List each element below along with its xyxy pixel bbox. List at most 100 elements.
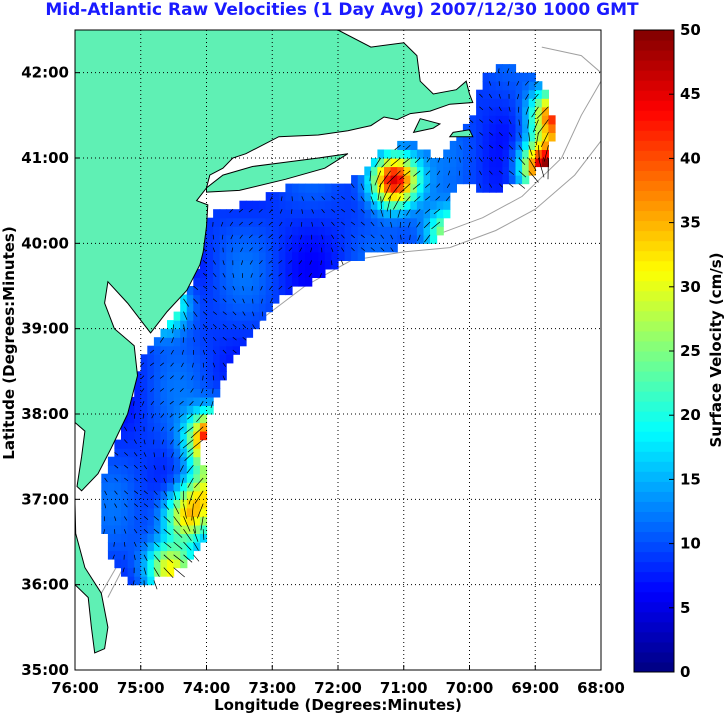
velocity-arrow [194,477,204,489]
velocity-arrow [238,208,243,213]
velocity-arrow [153,503,159,508]
velocity-cell [469,115,477,125]
velocity-arrow [279,221,283,227]
velocity-cell [147,439,155,449]
velocity-cell [495,183,503,193]
velocity-arrow [143,490,148,495]
velocity-cell [245,260,254,270]
velocity-cell [193,448,201,458]
velocity-cell [147,431,155,441]
velocity-cell [410,175,418,185]
velocity-cell [134,388,142,398]
velocity-cell [147,396,155,406]
velocity-arrow [310,247,313,253]
velocity-cell [548,123,556,133]
velocity-cell [245,251,254,261]
velocity-cell [259,277,267,287]
velocity-arrow [488,81,492,86]
velocity-cell [114,456,122,466]
velocity-cell [107,550,116,560]
velocity-cell [173,311,181,321]
velocity-cell [213,277,221,287]
velocity-cell [180,490,188,500]
colorbar-segment [634,591,674,603]
velocity-arrow [124,439,128,444]
velocity-cell [193,303,201,313]
velocity-cell [535,132,543,142]
velocity-cell [167,379,175,389]
velocity-cell [173,533,181,543]
velocity-cell [430,209,438,219]
velocity-arrow [402,196,411,206]
velocity-arrow [369,170,372,182]
velocity-cell [502,175,510,185]
velocity-arrow [159,362,165,367]
velocity-cell [449,158,457,168]
velocity-cell [232,268,240,278]
velocity-cell [193,286,201,296]
velocity-arrow [124,503,128,508]
velocity-cell [186,516,194,526]
velocity-cell [252,234,260,244]
velocity-cell [252,277,260,287]
velocity-arrow [289,221,293,227]
velocity-arrow [191,503,194,521]
velocity-cell [351,234,359,244]
velocity-arrow [447,170,451,176]
velocity-cell [134,439,142,449]
velocity-cell [186,448,194,458]
velocity-cell [535,123,543,133]
velocity-cell [515,158,523,168]
velocity-cell [239,303,247,313]
velocity-cell [495,149,503,159]
colorbar-segment [634,180,674,191]
velocity-cell [199,422,208,432]
colorbar-tick-label: 0 [680,663,690,681]
velocity-cell [502,89,510,99]
velocity-arrow [183,541,192,551]
colorbar-segment [634,140,674,151]
velocity-arrow [242,285,244,291]
velocity-arrow [508,119,512,125]
velocity-cell [351,175,359,185]
velocity-cell [508,175,517,185]
velocity-cell [199,251,208,261]
velocity-cell [206,268,214,278]
velocity-cell [107,533,116,543]
colorbar-segment [634,170,674,181]
velocity-cell [219,226,227,236]
velocity-cell [522,166,530,176]
velocity-cell [127,490,135,500]
velocity-cell [515,132,523,142]
velocity-cell [508,149,517,159]
velocity-cell [121,567,129,577]
velocity-cell [134,414,142,424]
velocity-cell [515,98,523,108]
velocity-cell [193,345,201,355]
velocity-cell [482,158,490,168]
velocity-cell [436,200,444,210]
velocity-cell [443,166,451,176]
colorbar-segment [634,110,674,121]
velocity-cell [305,251,313,261]
velocity-cell [318,226,326,236]
colorbar-segment [634,260,674,272]
velocity-arrow [319,273,322,278]
velocity-cell [186,345,194,355]
velocity-cell [160,328,168,338]
velocity-arrow [370,221,375,227]
velocity-cell [134,379,142,389]
velocity-cell [469,123,477,133]
velocity-arrow [183,529,192,541]
velocity-cell [364,243,372,253]
velocity-arrow [193,554,200,562]
velocity-cell [436,166,444,176]
velocity-arrow [163,567,174,579]
x-tick-label: 75:00 [117,679,165,697]
velocity-arrow [150,375,155,379]
velocity-arrow [431,221,441,230]
velocity-cell [193,499,201,509]
velocity-arrow [141,401,145,406]
velocity-cell [180,448,188,458]
velocity-cell [443,209,451,219]
